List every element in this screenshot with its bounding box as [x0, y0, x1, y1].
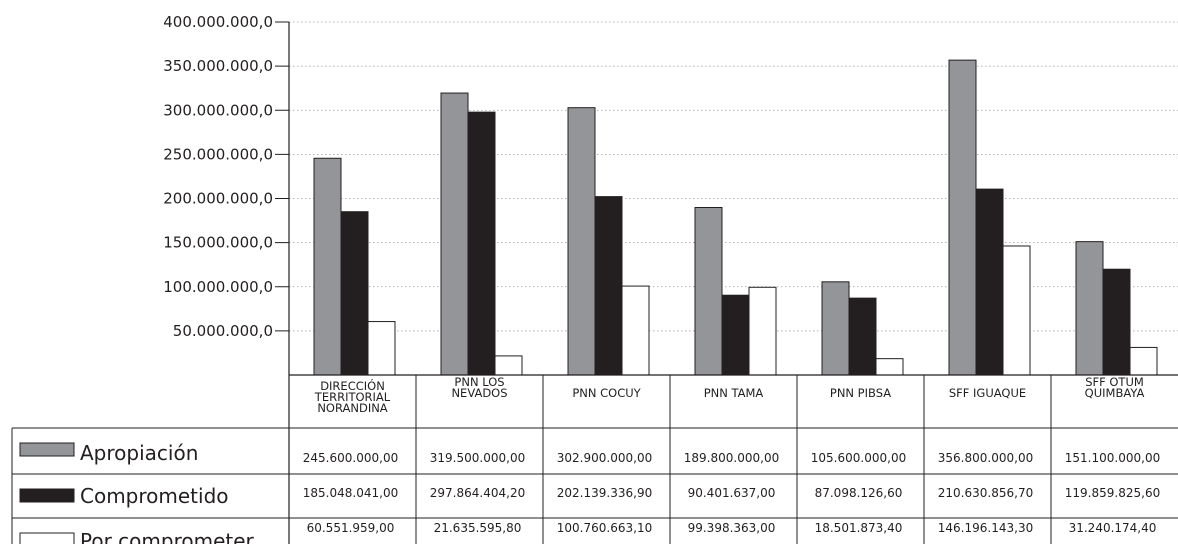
- bar: [875, 358, 904, 376]
- data-value-label: 189.800.000,00: [684, 451, 779, 465]
- bar: [621, 285, 650, 376]
- bar: [721, 294, 750, 376]
- data-value-label: 245.600.000,00: [303, 451, 398, 465]
- data-value-label: 210.630.856,70: [938, 486, 1033, 500]
- bar: [848, 297, 877, 376]
- bar: [1075, 241, 1104, 376]
- category-label: NEVADOS: [451, 386, 507, 400]
- bar: [821, 281, 850, 376]
- bar: [748, 286, 777, 376]
- y-tick-label: 300.000.000,0: [163, 101, 273, 119]
- y-tick-label: 350.000.000,0: [163, 57, 273, 75]
- category-label: PNN TAMA: [704, 386, 764, 400]
- bar: [1002, 245, 1031, 376]
- category-label: PNN PIBSA: [830, 386, 891, 400]
- bar: [975, 188, 1004, 376]
- bar: [567, 107, 596, 376]
- data-value-label: 302.900.000,00: [557, 451, 652, 465]
- data-value-label: 60.551.959,00: [307, 521, 395, 535]
- bar: [1102, 268, 1131, 376]
- bar: [694, 207, 723, 376]
- data-value-label: 319.500.000,00: [430, 451, 525, 465]
- data-value-label: 99.398.363,00: [688, 521, 776, 535]
- data-value-label: 151.100.000,00: [1065, 451, 1160, 465]
- bar: [1129, 346, 1158, 376]
- data-value-label: 185.048.041,00: [303, 486, 398, 500]
- category-label: QUIMBAYA: [1085, 386, 1145, 400]
- category-label: TERRITORIAL: [314, 390, 391, 404]
- y-tick-label: 200.000.000,0: [163, 190, 273, 208]
- y-tick-label: 250.000.000,0: [163, 145, 273, 163]
- category-label: SFF OTUM: [1085, 375, 1144, 389]
- bar: [367, 321, 396, 376]
- bar: [340, 211, 369, 376]
- data-value-label: 31.240.174,40: [1069, 521, 1157, 535]
- bars: [313, 59, 1158, 376]
- axes: 50.000.000,0 100.000.000,0 150.000.000,0 20…: [163, 13, 290, 544]
- y-tick-label: 100.000.000,0: [163, 278, 273, 296]
- data-value-label: 146.196.143,30: [938, 521, 1033, 535]
- legend-label: Comprometido: [80, 484, 229, 508]
- data-value-label: 90.401.637,00: [688, 486, 776, 500]
- data-value-label: 87.098.126,60: [815, 486, 903, 500]
- category-label: NORANDINA: [317, 401, 387, 415]
- category-label: SFF IGUAQUE: [949, 386, 1026, 400]
- bar: [948, 59, 977, 376]
- y-tick-label: 150.000.000,0: [163, 234, 273, 252]
- data-value-label: 18.501.873,40: [815, 521, 903, 535]
- legend-label: Apropiación: [80, 441, 198, 465]
- bar: [594, 196, 623, 376]
- data-value-label: 100.760.663,10: [557, 521, 652, 535]
- data-value-label: 21.635.595,80: [434, 521, 522, 535]
- bar: [313, 157, 342, 376]
- data-value-label: 356.800.000,00: [938, 451, 1033, 465]
- bar: [494, 355, 523, 376]
- legend-swatch: [19, 442, 75, 457]
- legend-swatch: [19, 532, 75, 544]
- category-label: PNN LOS: [454, 375, 504, 389]
- category-label: DIRECCIÓN: [320, 378, 385, 393]
- bar: [467, 111, 496, 376]
- y-tick-label: 50.000.000,0: [173, 322, 273, 340]
- bar: [440, 92, 469, 376]
- data-value-label: 105.600.000,00: [811, 451, 906, 465]
- data-value-label: 119.859.825,60: [1065, 486, 1160, 500]
- y-tick-label: 400.000.000,0: [163, 13, 273, 31]
- data-value-label: 297.864.404,20: [430, 486, 525, 500]
- legend-label: Por comprometer: [80, 529, 255, 544]
- category-label: PNN COCUY: [572, 386, 641, 400]
- data-value-label: 202.139.336,90: [557, 486, 652, 500]
- legend-swatch: [19, 488, 75, 503]
- gridlines: [289, 21, 1178, 332]
